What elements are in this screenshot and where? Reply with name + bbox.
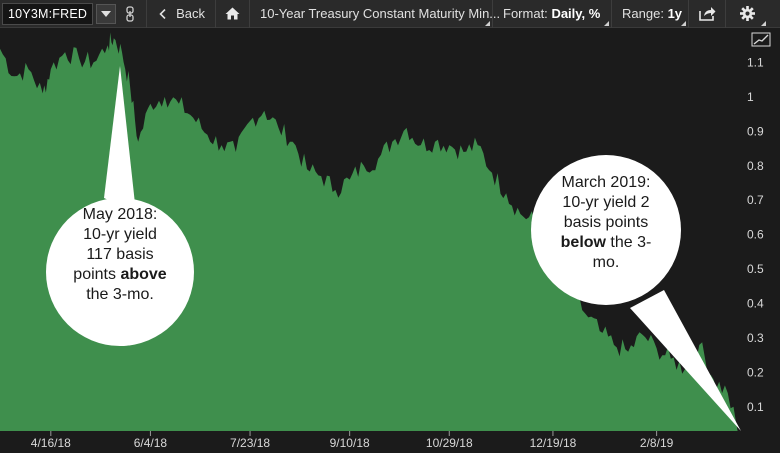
y-tick-label: 0.1 xyxy=(747,400,764,414)
y-tick-label: 0.7 xyxy=(747,193,764,207)
callout-left-line: points above xyxy=(50,265,190,285)
home-button[interactable] xyxy=(216,0,249,28)
study-title: 10-Year Treasury Constant Maturity Min..… xyxy=(260,6,501,21)
callout-right-text: the 3- xyxy=(605,234,652,251)
callout-right-line: 10-yr yield 2 xyxy=(562,194,650,211)
home-icon xyxy=(225,7,240,20)
yield-spread-area xyxy=(0,32,742,440)
dropdown-corner-icon xyxy=(681,20,687,26)
back-label: Back xyxy=(176,6,206,21)
link-icon[interactable] xyxy=(122,3,138,25)
callout-left-bold: above xyxy=(120,266,167,283)
y-tick-label: 1.1 xyxy=(747,55,764,69)
settings-button[interactable] xyxy=(726,0,768,28)
format-value: Daily, % xyxy=(551,6,601,21)
y-tick-label: 0.2 xyxy=(747,365,764,379)
callout-bubble-left xyxy=(46,198,194,346)
y-tick-label: 0.8 xyxy=(747,159,764,173)
y-tick-label: 0.4 xyxy=(747,297,764,311)
callout-left-line: 117 basis xyxy=(86,246,154,263)
dropdown-corner-icon xyxy=(761,20,767,26)
chart-area[interactable]: 0.1 0.2 0.3 0.4 0.5 0.6 0.7 0.8 0.9 1 1.1 4/16/18 6… xyxy=(0,28,780,453)
callout-left-line: May 2018: xyxy=(82,206,158,223)
callout-text-left: May 2018: 10-yr yield 117 basis points a… xyxy=(50,205,190,305)
x-tick-label: 12/19/18 xyxy=(530,436,577,450)
x-tick-label: 4/16/18 xyxy=(31,436,71,450)
y-tick-label: 0.9 xyxy=(747,124,764,138)
callout-left-line: 10-yr yield xyxy=(83,226,157,243)
y-tick-label: 1 xyxy=(747,90,754,104)
callout-left-text: points xyxy=(73,266,121,283)
y-tick-label: 0.5 xyxy=(747,262,764,276)
callout-text-right: March 2019: 10-yr yield 2 basis points b… xyxy=(536,173,676,273)
chevron-left-icon xyxy=(159,8,166,19)
share-icon xyxy=(698,7,716,21)
chart-svg: 0.1 0.2 0.3 0.4 0.5 0.6 0.7 0.8 0.9 1 1.1 4/16/18 6… xyxy=(0,28,780,453)
range-value: 1y xyxy=(667,6,683,21)
chevron-down-icon xyxy=(101,10,112,17)
share-button[interactable] xyxy=(689,0,725,28)
toolbar: 10Y3M:FRED Back xyxy=(0,0,780,28)
callout-bubble-right xyxy=(531,155,681,305)
symbol-text: 10Y3M:FRED xyxy=(8,6,88,21)
dropdown-corner-icon xyxy=(604,20,610,26)
chart-style-icon[interactable] xyxy=(751,32,771,47)
format-dropdown[interactable]: Format: Daily, % xyxy=(493,0,611,28)
callout-right-bold: below xyxy=(560,234,606,251)
y-tick-label: 0.6 xyxy=(747,228,764,242)
format-label: Format: xyxy=(503,6,548,21)
x-axis-strip xyxy=(0,431,780,453)
back-button[interactable]: Back xyxy=(147,0,215,28)
x-tick-label: 9/10/18 xyxy=(330,436,370,450)
x-tick-label: 7/23/18 xyxy=(230,436,270,450)
callout-pointer-right xyxy=(630,290,741,431)
callout-left-line: the 3-mo. xyxy=(86,286,154,303)
callout-right-line: below the 3- xyxy=(536,233,676,253)
callout-pointer-left xyxy=(104,66,136,213)
range-dropdown[interactable]: Range: 1y xyxy=(612,0,688,28)
symbol-input[interactable]: 10Y3M:FRED xyxy=(2,2,94,25)
x-tick-label: 10/29/18 xyxy=(426,436,473,450)
y-tick-label: 0.3 xyxy=(747,331,764,345)
x-tick-label: 6/4/18 xyxy=(134,436,168,450)
study-title-dropdown[interactable]: 10-Year Treasury Constant Maturity Min..… xyxy=(250,0,500,28)
symbol-dropdown-button[interactable] xyxy=(96,3,117,24)
gear-icon xyxy=(739,6,755,21)
callout-right-line: mo. xyxy=(592,254,620,271)
callout-right-line: March 2019: xyxy=(561,174,651,191)
dropdown-corner-icon xyxy=(485,20,491,26)
range-label: Range: xyxy=(622,6,664,21)
x-tick-label: 2/8/19 xyxy=(640,436,674,450)
callout-right-line: basis points xyxy=(563,214,649,231)
